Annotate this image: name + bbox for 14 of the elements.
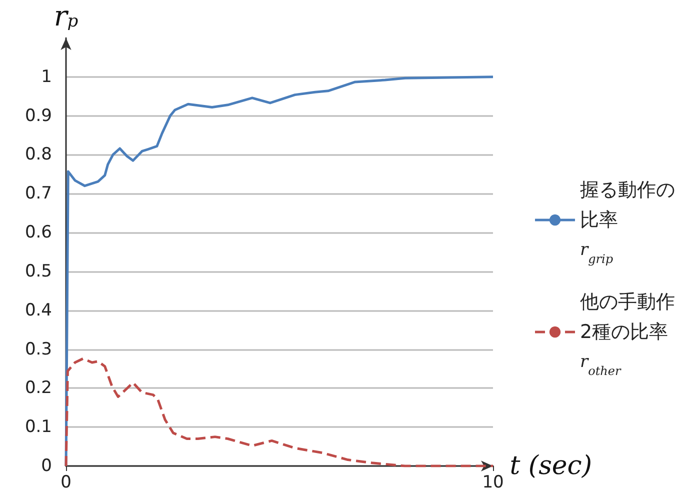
y-tick-label: 0.5 bbox=[24, 261, 52, 282]
x-tick-label: 10 bbox=[482, 472, 504, 492]
x-axis-title: t (sec) bbox=[510, 451, 592, 481]
y-tick-label: 0.7 bbox=[24, 184, 52, 204]
y-tick-label: 0.9 bbox=[24, 106, 52, 126]
y-tick-label: 0.3 bbox=[24, 339, 52, 360]
y-tick-label: 0.1 bbox=[24, 417, 52, 438]
y-tick-label: 0.2 bbox=[24, 378, 52, 398]
y-tick-label: 0.8 bbox=[24, 144, 52, 165]
y-tick-label: 0.6 bbox=[24, 222, 52, 243]
y-axis-title: rp bbox=[54, 0, 78, 32]
y-tick-label: 0.4 bbox=[24, 300, 52, 320]
y-tick-label: 0 bbox=[41, 456, 52, 476]
y-tick-label: 1 bbox=[41, 66, 52, 87]
